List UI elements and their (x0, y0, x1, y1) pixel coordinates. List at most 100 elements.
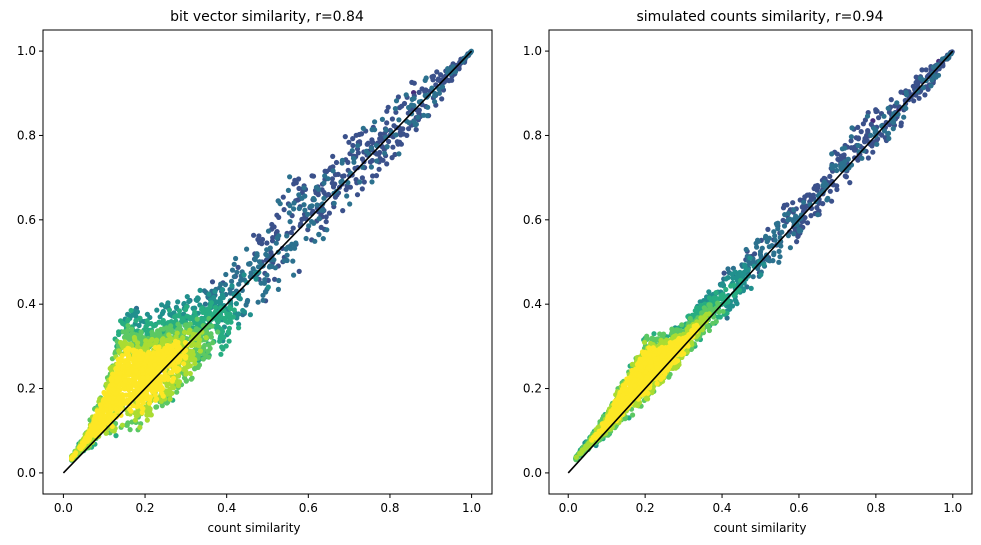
scatter-point (323, 214, 329, 220)
x-axis: 0.0 0.2 0.4 0.6 0.8 1.0 (559, 494, 962, 515)
x-tick-label: 0.0 (54, 501, 73, 515)
scatter-point (296, 205, 302, 212)
scatter-point (187, 370, 193, 377)
scatter-point (776, 259, 782, 265)
scatter-point (291, 200, 297, 206)
scatter-point (808, 213, 814, 219)
y-tick-label: 0.6 (17, 213, 36, 227)
scatter-point (231, 274, 237, 280)
scatter-point (215, 329, 221, 335)
scatter-point (357, 179, 363, 185)
scatter-point (330, 153, 336, 159)
scatter-point (737, 271, 743, 277)
scatter-point (286, 210, 292, 216)
scatter-point (776, 248, 782, 254)
scatter-point (200, 309, 206, 315)
scatter-point (143, 395, 149, 402)
scatter-point (244, 299, 250, 305)
scatter-point (176, 367, 182, 373)
scatter-point (416, 107, 422, 113)
scatter-point (874, 141, 880, 147)
scatter-point (133, 368, 139, 374)
scatter-point (69, 455, 75, 461)
scatter-point (847, 180, 853, 186)
scatter-point (120, 392, 126, 398)
scatter-point (205, 348, 211, 354)
x-tick-label: 1.0 (943, 501, 962, 515)
scatter-point (351, 159, 357, 165)
scatter-point (754, 244, 760, 250)
scatter-point (301, 185, 307, 191)
scatter-point (741, 272, 747, 278)
scatter-point (393, 132, 399, 138)
scatter-point (143, 341, 149, 347)
scatter-point (111, 428, 117, 434)
scatter-point (218, 281, 224, 287)
scatter-point (781, 223, 788, 229)
scatter-point (736, 287, 743, 293)
scatter-point (220, 346, 226, 352)
scatter-point (771, 229, 777, 235)
scatter-point (355, 150, 361, 156)
scatter-point (721, 270, 727, 276)
scatter-point (116, 329, 122, 335)
scatter-point (432, 90, 438, 96)
scatter-point (885, 105, 891, 111)
scatter-point (379, 116, 385, 122)
scatter-point (119, 353, 125, 359)
scatter-point (250, 266, 256, 272)
scatter-point (325, 191, 332, 198)
scatter-point (219, 287, 225, 293)
scatter-point (772, 237, 778, 243)
scatter-point (706, 327, 713, 334)
scatter-point (110, 371, 116, 377)
scatter-point (314, 202, 320, 208)
scatter-point (318, 224, 324, 230)
scatter-point (301, 202, 307, 208)
scatter-point (139, 409, 145, 416)
scatter-point (115, 361, 121, 367)
scatter-point (911, 98, 917, 104)
scatter-point (302, 193, 308, 199)
scatter-point (148, 412, 154, 418)
scatter-point (731, 292, 737, 298)
scatter-point (200, 356, 206, 362)
scatter-point (661, 346, 667, 352)
scatter-point (320, 236, 326, 242)
y-tick-label: 1.0 (17, 44, 36, 58)
scatter-point (118, 405, 124, 411)
scatter-point (236, 321, 242, 327)
scatter-point (183, 371, 189, 377)
scatter-point (127, 427, 133, 433)
scatter-point (231, 307, 237, 313)
scatter-point (147, 394, 154, 400)
scatter-point (872, 129, 878, 135)
scatter-point (146, 349, 152, 355)
scatter-point (306, 223, 312, 229)
scatter-point (229, 267, 236, 273)
scatter-point (97, 402, 104, 408)
scatter-point (747, 255, 753, 261)
scatter-point (271, 224, 277, 230)
scatter-point (223, 271, 229, 278)
scatter-point (169, 378, 175, 384)
scatter-point (253, 276, 259, 282)
scatter-point (229, 278, 235, 284)
scatter-point (132, 358, 138, 364)
scatter-point (109, 423, 115, 429)
scatter-point (339, 157, 345, 163)
scatter-point (228, 319, 234, 325)
scatter-point (284, 252, 290, 258)
scatter-point (919, 67, 925, 73)
scatter-point (316, 232, 322, 238)
scatter-point (720, 282, 727, 288)
scatter-point (369, 157, 375, 164)
scatter-point (385, 104, 391, 110)
scatter-point (241, 272, 247, 278)
scatter-point (725, 266, 731, 272)
scatter-point (125, 353, 131, 360)
scatter-point (108, 364, 114, 370)
scatter-point (132, 382, 138, 388)
scatter-point (186, 298, 192, 305)
scatter-point (743, 246, 749, 253)
